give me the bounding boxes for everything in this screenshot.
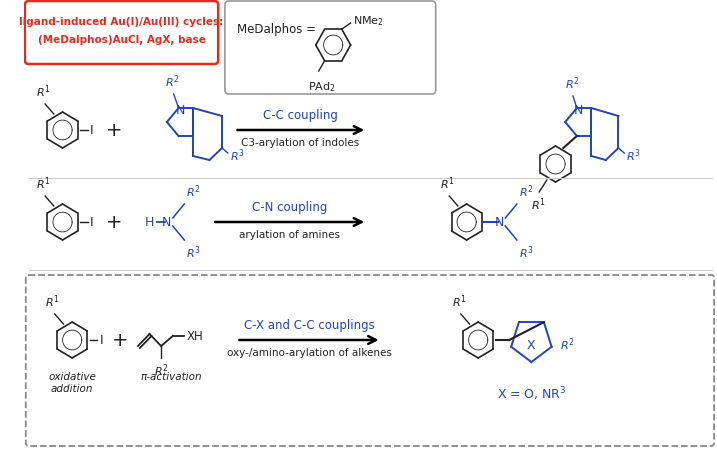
Text: $R^2$: $R^2$: [166, 73, 180, 90]
Text: $R^1$: $R^1$: [452, 293, 466, 310]
Text: X: X: [527, 339, 536, 352]
Text: +: +: [113, 330, 129, 350]
Text: $R^2$: $R^2$: [565, 76, 579, 92]
Text: $R^1$: $R^1$: [45, 293, 60, 310]
Text: $R^2$: $R^2$: [561, 337, 575, 353]
Text: $R^3$: $R^3$: [519, 244, 533, 261]
Text: N: N: [162, 216, 171, 229]
Text: $R^2$: $R^2$: [154, 362, 168, 378]
FancyBboxPatch shape: [25, 1, 218, 64]
Text: +: +: [105, 212, 122, 231]
Text: C-N coupling: C-N coupling: [252, 201, 328, 214]
Text: PAd$_2$: PAd$_2$: [308, 80, 336, 94]
Text: I: I: [90, 216, 93, 229]
Text: $R^1$: $R^1$: [36, 83, 51, 100]
Text: N: N: [495, 216, 504, 229]
Text: I: I: [99, 333, 103, 346]
Text: π-activation: π-activation: [140, 372, 201, 382]
Text: C-X and C-C couplings: C-X and C-C couplings: [244, 319, 374, 332]
Text: NMe$_2$: NMe$_2$: [353, 14, 384, 28]
Text: +: +: [105, 121, 122, 140]
Text: (MeDalphos)AuCl, AgX, base: (MeDalphos)AuCl, AgX, base: [37, 35, 206, 45]
Text: N: N: [574, 104, 584, 117]
Text: C3-arylation of indoles: C3-arylation of indoles: [241, 138, 359, 148]
Text: $R^1$: $R^1$: [440, 176, 455, 192]
Text: $R^1$: $R^1$: [36, 176, 51, 192]
Text: XH: XH: [186, 329, 203, 342]
Text: oxidative
addition: oxidative addition: [48, 372, 96, 394]
Text: $R^2$: $R^2$: [519, 184, 533, 200]
Text: oxy-/amino-arylation of alkenes: oxy-/amino-arylation of alkenes: [227, 348, 391, 358]
Text: I: I: [90, 123, 93, 136]
Text: C-C coupling: C-C coupling: [263, 109, 338, 122]
Text: $R^3$: $R^3$: [229, 148, 244, 164]
Text: $R^3$: $R^3$: [626, 148, 641, 164]
Text: $R^2$: $R^2$: [186, 184, 201, 200]
Text: H: H: [145, 216, 154, 229]
Text: MeDalphos =: MeDalphos =: [237, 23, 315, 36]
Text: ligand-induced Au(I)/Au(III) cycles:: ligand-induced Au(I)/Au(III) cycles:: [19, 17, 224, 27]
FancyBboxPatch shape: [26, 275, 714, 446]
Text: N: N: [176, 104, 185, 117]
Text: arylation of amines: arylation of amines: [239, 230, 340, 240]
Text: X = O, NR$^3$: X = O, NR$^3$: [497, 385, 566, 403]
FancyBboxPatch shape: [225, 1, 436, 94]
Text: $R^1$: $R^1$: [531, 196, 546, 212]
Text: $R^3$: $R^3$: [186, 244, 201, 261]
